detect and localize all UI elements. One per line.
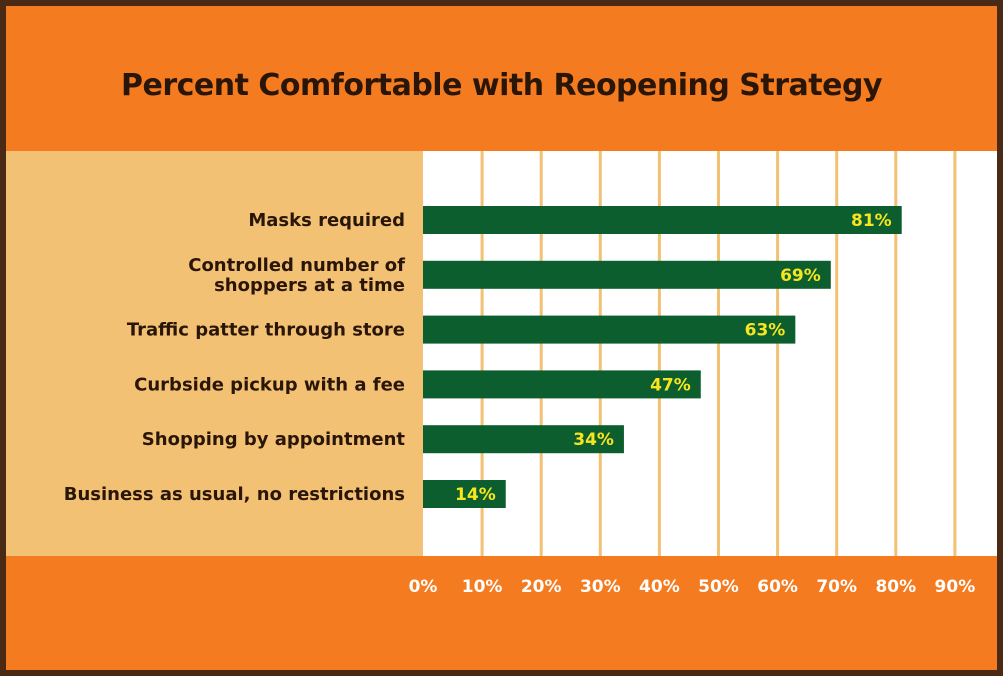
chart-title: Percent Comfortable with Reopening Strat… [120, 68, 883, 103]
x-tick-label: 40% [639, 577, 680, 597]
category-label: Traffic patter through store [127, 320, 405, 341]
chart-frame: Percent Comfortable with Reopening Strat… [6, 6, 997, 670]
category-label: Shopping by appointment [142, 429, 406, 450]
bar [423, 206, 902, 234]
bar [423, 370, 701, 399]
x-tick-label: 10% [462, 577, 503, 597]
x-tick-label: 0% [409, 577, 438, 597]
bar-data-label: 47% [650, 375, 691, 395]
bar [423, 260, 831, 289]
x-tick-label: 50% [698, 577, 739, 597]
x-tick-label: 30% [580, 577, 621, 597]
x-tick-label: 20% [521, 577, 562, 597]
category-label: shoppers at a time [214, 275, 405, 296]
bar [423, 480, 506, 508]
bar [423, 315, 796, 344]
bar-data-label: 69% [780, 266, 821, 286]
category-label: Masks required [248, 210, 405, 231]
category-label: Curbside pickup with a fee [134, 374, 405, 395]
bar-chart: 0% 10% 20% 30% 40% 50% 60% 70% 80% 90% 81% Masks re… [64, 151, 976, 597]
bar [423, 425, 624, 454]
bar-data-label: 63% [745, 321, 786, 341]
category-label-panel [6, 151, 423, 556]
x-tick-label: 90% [935, 577, 976, 597]
x-tick-label: 60% [757, 577, 798, 597]
category-label: Business as usual, no restrictions [64, 484, 405, 505]
bar-data-label: 81% [851, 211, 892, 231]
x-tick-label: 80% [875, 577, 916, 597]
bar-data-label: 14% [455, 485, 496, 505]
category-label: Controlled number of [188, 255, 405, 276]
bar-data-label: 34% [573, 430, 614, 450]
x-tick-label: 70% [816, 577, 857, 597]
